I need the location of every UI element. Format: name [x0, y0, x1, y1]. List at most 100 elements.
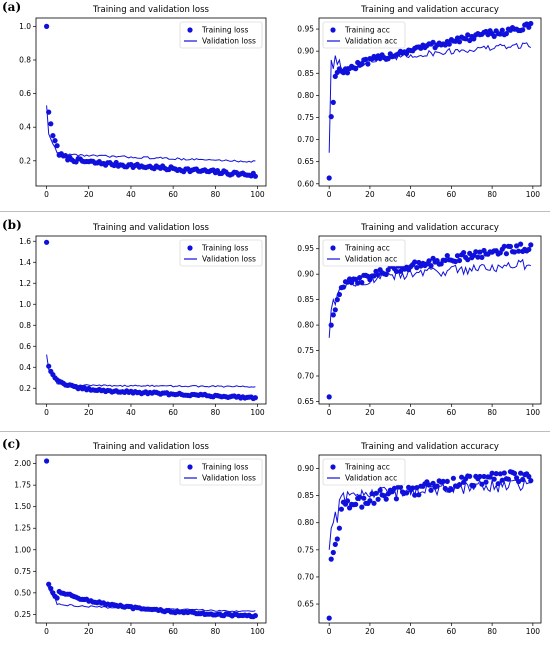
x-tick-label: 100 [250, 190, 265, 199]
training-data-point [330, 312, 336, 318]
training-data-point [252, 173, 258, 179]
training-data-point [459, 474, 465, 480]
y-tick-label: 0.2 [19, 384, 31, 393]
validation-series-line [46, 583, 256, 613]
training-data-point [330, 549, 336, 556]
training-data-point [518, 470, 524, 476]
legend-box [179, 21, 263, 49]
training-data-point [485, 32, 491, 38]
training-data-point [491, 476, 497, 482]
legend-label: Validation loss [202, 474, 256, 483]
training-data-point [44, 239, 50, 245]
training-data-point [326, 394, 332, 400]
training-data-point [328, 322, 334, 328]
training-data-point [505, 476, 511, 482]
x-tick-label: 20 [84, 627, 94, 636]
x-tick-label: 80 [487, 627, 497, 636]
training-data-point [326, 615, 332, 621]
training-data-point [475, 254, 481, 260]
training-data-point [412, 259, 418, 265]
legend-label: Validation acc [345, 255, 397, 264]
training-data-point [252, 395, 258, 401]
x-tick-label: 40 [126, 190, 136, 199]
training-data-point [383, 496, 389, 502]
y-tick-label: 0.80 [297, 518, 314, 527]
validation-series-line [328, 42, 532, 153]
plot-frame [35, 17, 267, 187]
legend-label: Validation acc [345, 474, 397, 483]
training-data-point [450, 475, 456, 481]
chart-title: Training and validation loss [92, 442, 209, 452]
loss-chart-c: Training and validation loss 0 20 40 60 80 100… [14, 442, 267, 636]
x-tick-label: 100 [526, 190, 541, 199]
legend-dot [330, 245, 336, 251]
panel-row-a: (a) Training and validation loss 0 20 40 60 8… [0, 0, 550, 206]
y-tick-label: 0.75 [297, 113, 314, 122]
chart-title: Training and validation loss [92, 5, 209, 15]
y-tick-label: 0.50 [14, 588, 31, 597]
training-data-point [473, 249, 479, 255]
validation-series-line [328, 258, 531, 338]
training-data-point [440, 478, 446, 484]
x-tick-label: 20 [365, 408, 375, 417]
chart-title: Training and validation accuracy [360, 442, 499, 452]
y-tick-label: 1.00 [14, 545, 31, 554]
y-tick-label: 0.75 [297, 346, 314, 355]
training-data-point [414, 265, 420, 271]
y-tick-label: 0.80 [297, 321, 314, 330]
y-tick-label: 0.70 [297, 135, 314, 144]
x-tick-label: 100 [526, 627, 541, 636]
training-data-point [499, 27, 505, 33]
x-tick-label: 20 [365, 627, 375, 636]
training-data-point [52, 138, 58, 144]
training-data-point [501, 243, 507, 249]
x-tick-label: 0 [44, 627, 49, 636]
training-data-point [359, 504, 365, 510]
row-divider [0, 431, 550, 432]
x-tick-label: 60 [168, 408, 178, 417]
training-data-point [526, 473, 532, 480]
training-data-point [44, 458, 50, 464]
training-data-point [493, 471, 499, 477]
training-data-point [332, 73, 338, 79]
training-data-point [328, 556, 334, 562]
training-data-point [444, 253, 450, 259]
plot-frame [318, 235, 542, 405]
training-data-point [528, 242, 534, 248]
panel-label-b: (b) [2, 218, 22, 232]
training-data-point [467, 37, 473, 44]
y-tick-label: 0.65 [297, 397, 314, 406]
training-data-point [516, 248, 522, 254]
x-tick-label: 40 [406, 408, 416, 417]
x-tick-label: 40 [126, 408, 136, 417]
chart-title: Training and validation accuracy [360, 5, 499, 15]
legend-label: Validation loss [202, 37, 256, 46]
legend-dot [330, 464, 336, 470]
y-tick-label: 0.4 [19, 123, 31, 132]
training-data-point [514, 243, 520, 249]
legend-label: Validation acc [345, 37, 397, 46]
training-data-point [528, 20, 534, 27]
y-tick-label: 1.50 [14, 502, 31, 511]
legend-label: Training loss [201, 26, 249, 35]
plot-frame [35, 454, 267, 624]
training-data-point [361, 495, 367, 501]
training-data-point [393, 496, 399, 502]
legend-box [322, 458, 406, 486]
y-tick-label: 0.60 [297, 179, 314, 188]
training-data-point [410, 485, 416, 491]
training-data-point [465, 257, 471, 263]
x-tick-label: 80 [211, 627, 221, 636]
x-tick-label: 20 [84, 190, 94, 199]
legend-box [179, 458, 263, 486]
training-data-point [503, 30, 509, 37]
training-data-point [44, 23, 50, 29]
y-tick-label: 0.70 [297, 372, 314, 381]
training-data-point [359, 279, 365, 286]
y-tick-label: 1.25 [14, 524, 31, 533]
y-tick-label: 0.80 [297, 91, 314, 100]
y-tick-label: 0.6 [19, 342, 31, 351]
training-data-point [479, 254, 485, 260]
training-data-point [326, 175, 332, 181]
